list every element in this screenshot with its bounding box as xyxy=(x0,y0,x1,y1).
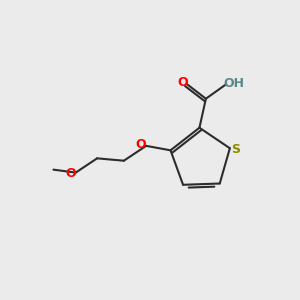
Text: O: O xyxy=(136,138,146,151)
Text: S: S xyxy=(231,143,240,156)
Text: O: O xyxy=(65,167,76,180)
Text: O: O xyxy=(177,76,188,89)
Text: OH: OH xyxy=(223,77,244,90)
